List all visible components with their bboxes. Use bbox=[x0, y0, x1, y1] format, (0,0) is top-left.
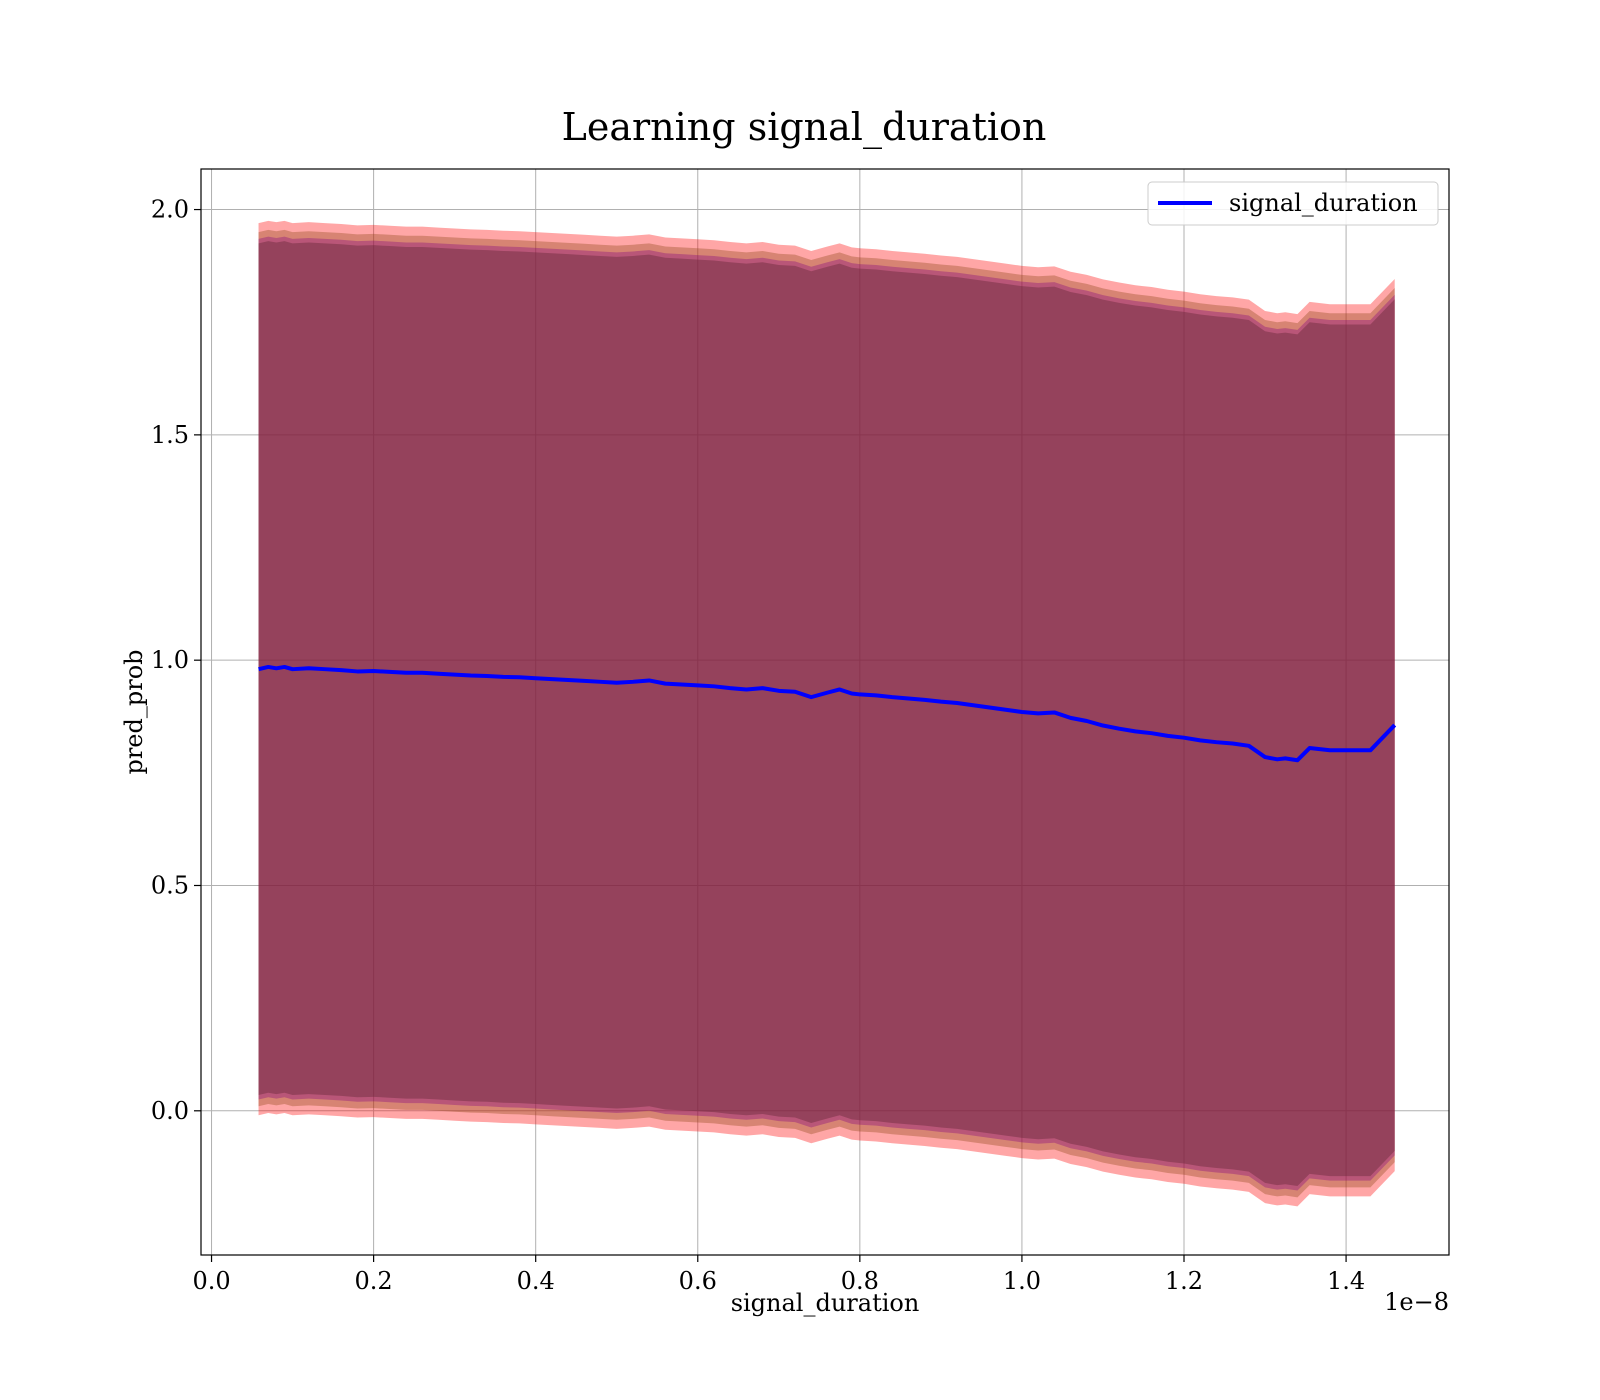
x-tick-label: 1.0 bbox=[1003, 1267, 1041, 1295]
y-axis-label: pred_prob bbox=[120, 649, 148, 774]
x-tick-label: 0.8 bbox=[841, 1267, 879, 1295]
confidence-band bbox=[258, 220, 1395, 1207]
legend-box bbox=[1147, 181, 1439, 226]
confidence-band bbox=[258, 236, 1395, 1191]
y-axis-ticks: 0.0 0.5 1.0 1.5 2.0 bbox=[151, 196, 201, 1125]
y-tick-label: 0.0 bbox=[151, 1097, 189, 1125]
y-tick-label: 0.5 bbox=[151, 871, 189, 899]
x-tick-label: 1.2 bbox=[1165, 1267, 1203, 1295]
x-axis-offset-label: 1e−8 bbox=[1384, 1288, 1449, 1316]
x-tick-label: 0.0 bbox=[192, 1267, 230, 1295]
legend: signal_duration bbox=[1147, 181, 1439, 226]
x-tick-label: 1.4 bbox=[1327, 1267, 1365, 1295]
x-tick-label: 0.2 bbox=[355, 1267, 393, 1295]
legend-label: signal_duration bbox=[1229, 189, 1418, 217]
series-lines bbox=[258, 664, 1397, 763]
plot-frame bbox=[200, 168, 1450, 1256]
confidence-band bbox=[258, 229, 1395, 1198]
series-line-signal-duration bbox=[258, 664, 1397, 763]
y-tick-label: 1.0 bbox=[151, 646, 189, 674]
confidence-band bbox=[258, 241, 1395, 1187]
y-tick-label: 2.0 bbox=[151, 196, 189, 224]
confidence-bands bbox=[258, 220, 1395, 1207]
chart-title: Learning signal_duration bbox=[562, 105, 1047, 150]
y-tick-label: 1.5 bbox=[151, 421, 189, 449]
x-axis-label: signal_duration bbox=[731, 1289, 920, 1317]
x-tick-label: 0.6 bbox=[679, 1267, 717, 1295]
x-tick-label: 0.4 bbox=[517, 1267, 555, 1295]
x-axis-ticks: 0.0 0.2 0.4 0.6 0.8 1.0 1.2 1.4 bbox=[192, 1255, 1365, 1295]
